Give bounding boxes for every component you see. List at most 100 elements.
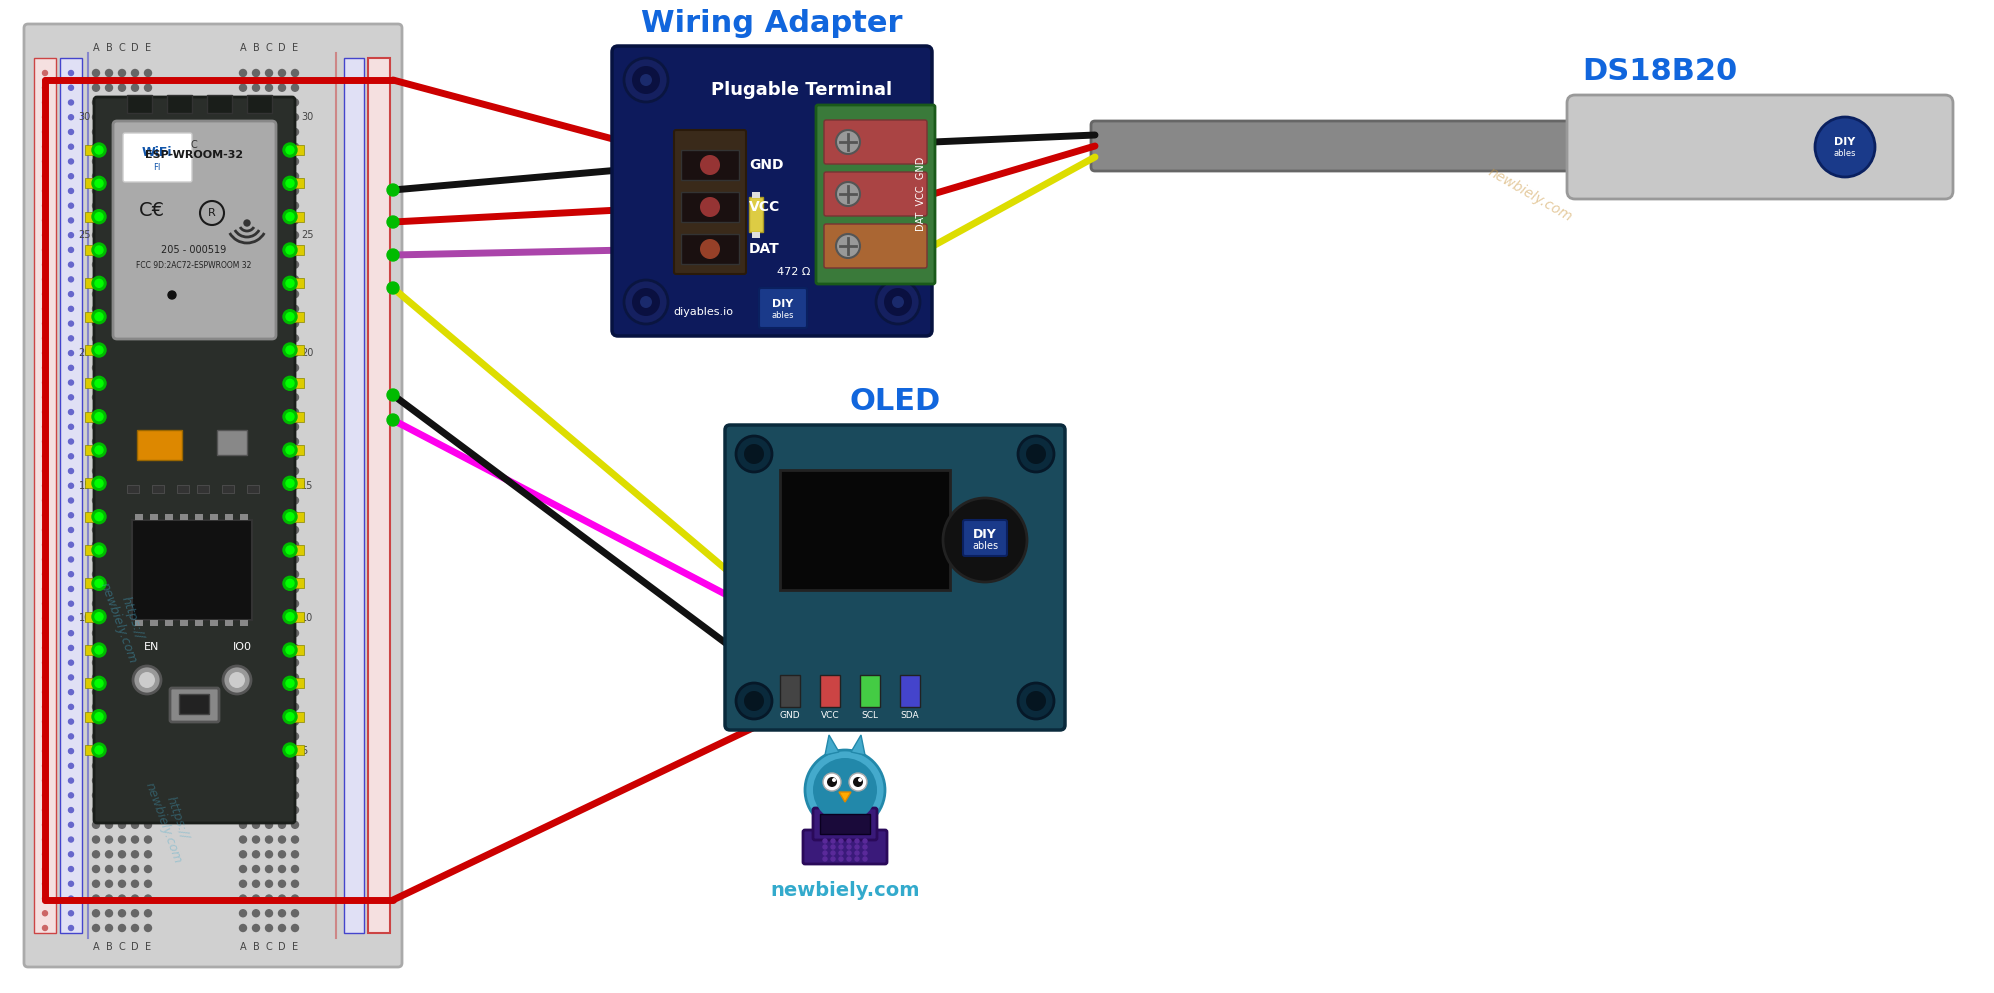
Bar [247, 95, 271, 113]
Circle shape [118, 306, 126, 313]
Circle shape [42, 749, 48, 754]
Circle shape [891, 296, 903, 308]
Text: DIY: DIY [772, 299, 794, 309]
Circle shape [239, 659, 247, 666]
Circle shape [132, 763, 138, 770]
Circle shape [291, 571, 299, 578]
Circle shape [291, 688, 299, 696]
Circle shape [132, 438, 138, 445]
Circle shape [253, 379, 259, 386]
Circle shape [42, 321, 48, 326]
Text: E: E [146, 942, 152, 952]
Circle shape [134, 666, 162, 694]
FancyBboxPatch shape [814, 808, 877, 840]
Circle shape [118, 291, 126, 298]
Circle shape [118, 84, 126, 91]
Circle shape [265, 408, 273, 415]
Circle shape [118, 468, 126, 475]
Circle shape [92, 880, 100, 888]
Circle shape [167, 291, 175, 299]
Circle shape [283, 443, 297, 457]
Polygon shape [851, 735, 865, 755]
Text: 10: 10 [301, 614, 313, 624]
Circle shape [68, 660, 74, 665]
Circle shape [92, 408, 100, 415]
Circle shape [253, 644, 259, 651]
Circle shape [132, 924, 138, 931]
Circle shape [285, 713, 293, 721]
Text: C: C [265, 942, 273, 952]
Circle shape [144, 806, 152, 813]
Circle shape [239, 526, 247, 533]
Circle shape [92, 410, 106, 424]
Circle shape [279, 541, 285, 548]
Circle shape [253, 526, 259, 533]
Circle shape [291, 821, 299, 828]
Circle shape [68, 689, 74, 695]
Circle shape [42, 852, 48, 857]
Circle shape [118, 158, 126, 165]
Circle shape [96, 512, 104, 520]
Circle shape [265, 497, 273, 504]
Circle shape [118, 718, 126, 725]
Text: C: C [118, 43, 126, 53]
Circle shape [92, 748, 100, 755]
Circle shape [265, 763, 273, 770]
Circle shape [144, 703, 152, 710]
Circle shape [855, 839, 859, 843]
Circle shape [279, 688, 285, 696]
Circle shape [106, 880, 112, 888]
Circle shape [853, 777, 863, 787]
Circle shape [132, 571, 138, 578]
Bar [86, 312, 100, 322]
Bar [86, 145, 100, 155]
Circle shape [106, 703, 112, 710]
Text: DAT: DAT [750, 242, 780, 256]
Bar [34, 58, 56, 933]
Circle shape [42, 764, 48, 769]
Circle shape [253, 70, 259, 76]
Circle shape [118, 143, 126, 150]
Circle shape [283, 243, 297, 257]
Circle shape [42, 307, 48, 312]
Circle shape [640, 74, 652, 86]
Circle shape [253, 84, 259, 91]
Circle shape [285, 279, 293, 287]
Text: D: D [279, 942, 285, 952]
Circle shape [106, 231, 112, 238]
Circle shape [132, 99, 138, 106]
Circle shape [144, 246, 152, 253]
Circle shape [42, 896, 48, 901]
Circle shape [291, 556, 299, 563]
Circle shape [285, 213, 293, 220]
Circle shape [144, 114, 152, 121]
Circle shape [68, 925, 74, 930]
Circle shape [291, 453, 299, 460]
Circle shape [68, 867, 74, 872]
Circle shape [96, 146, 104, 154]
Text: A: A [239, 43, 247, 53]
Circle shape [291, 703, 299, 710]
Circle shape [42, 115, 48, 120]
FancyBboxPatch shape [824, 224, 927, 268]
Circle shape [118, 674, 126, 681]
Circle shape [118, 806, 126, 813]
Circle shape [92, 778, 100, 784]
Circle shape [144, 556, 152, 563]
Circle shape [106, 836, 112, 843]
Circle shape [106, 748, 112, 755]
Circle shape [118, 335, 126, 342]
Circle shape [279, 644, 285, 651]
Circle shape [132, 291, 138, 298]
Circle shape [132, 615, 138, 622]
Circle shape [279, 630, 285, 637]
Circle shape [253, 188, 259, 195]
Circle shape [106, 438, 112, 445]
Circle shape [253, 114, 259, 121]
Circle shape [253, 674, 259, 681]
Bar [289, 445, 303, 455]
Circle shape [279, 511, 285, 518]
Circle shape [118, 231, 126, 238]
Circle shape [239, 173, 247, 180]
Circle shape [144, 261, 152, 268]
